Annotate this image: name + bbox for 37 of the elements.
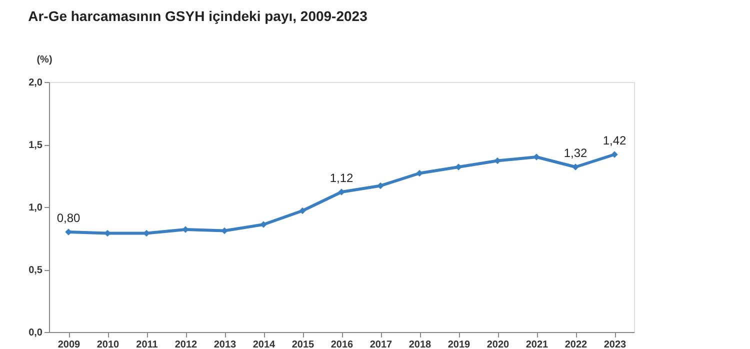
point [260, 221, 267, 228]
point [455, 164, 462, 170]
x-tick-label: 2022 [564, 340, 588, 349]
point [377, 182, 384, 190]
x-tick-label: 2020 [486, 340, 510, 349]
point [416, 170, 423, 177]
point [182, 226, 189, 233]
point [299, 207, 306, 214]
x-tick-label: 2023 [604, 340, 627, 349]
data-label: 1,12 [330, 171, 354, 185]
x-tick-label: 2018 [408, 340, 432, 349]
point [338, 188, 345, 196]
point [65, 228, 72, 236]
x-tick-label: 2021 [526, 340, 549, 349]
y-tick-label: 1,5 [28, 140, 43, 151]
data-label: 1,42 [602, 134, 626, 148]
x-tick-label: 2017 [370, 340, 393, 349]
chart-title: Ar-Ge harcamasının GSYH içindeki payı, 2009-2023 [28, 8, 368, 24]
y-tick-label: 2,0 [28, 78, 43, 88]
x-tick-label: 2012 [174, 340, 198, 349]
data-label: 1,32 [564, 146, 588, 160]
x-tick-label: 2019 [448, 340, 471, 349]
x-tick-label: 2011 [136, 340, 158, 349]
x-tick-label: 2014 [252, 340, 276, 349]
point [572, 164, 579, 170]
x-tick-label: 2009 [58, 340, 81, 349]
data-label: 0,80 [56, 211, 80, 225]
x-tick-label: 2013 [214, 340, 237, 349]
point [533, 154, 540, 160]
y-tick-label: 1,0 [28, 202, 43, 214]
y-tick-label: 0,0 [28, 328, 43, 338]
y-tick-label: 0,5 [28, 265, 43, 276]
x-tick-label: 2015 [292, 340, 315, 349]
x-tick-label: 2016 [330, 340, 354, 349]
y-axis-title: (%) [36, 54, 52, 66]
x-tick-label: 2010 [96, 340, 120, 349]
point [611, 151, 618, 158]
